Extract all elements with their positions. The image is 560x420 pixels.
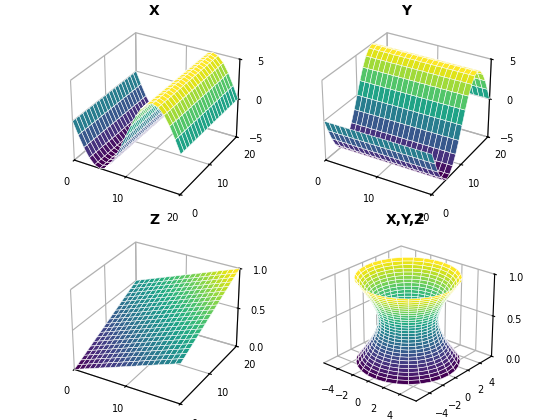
Title: Y: Y	[400, 4, 410, 18]
Title: X: X	[149, 4, 160, 18]
Title: Z: Z	[150, 213, 160, 228]
Title: X,Y,Z: X,Y,Z	[386, 213, 426, 228]
